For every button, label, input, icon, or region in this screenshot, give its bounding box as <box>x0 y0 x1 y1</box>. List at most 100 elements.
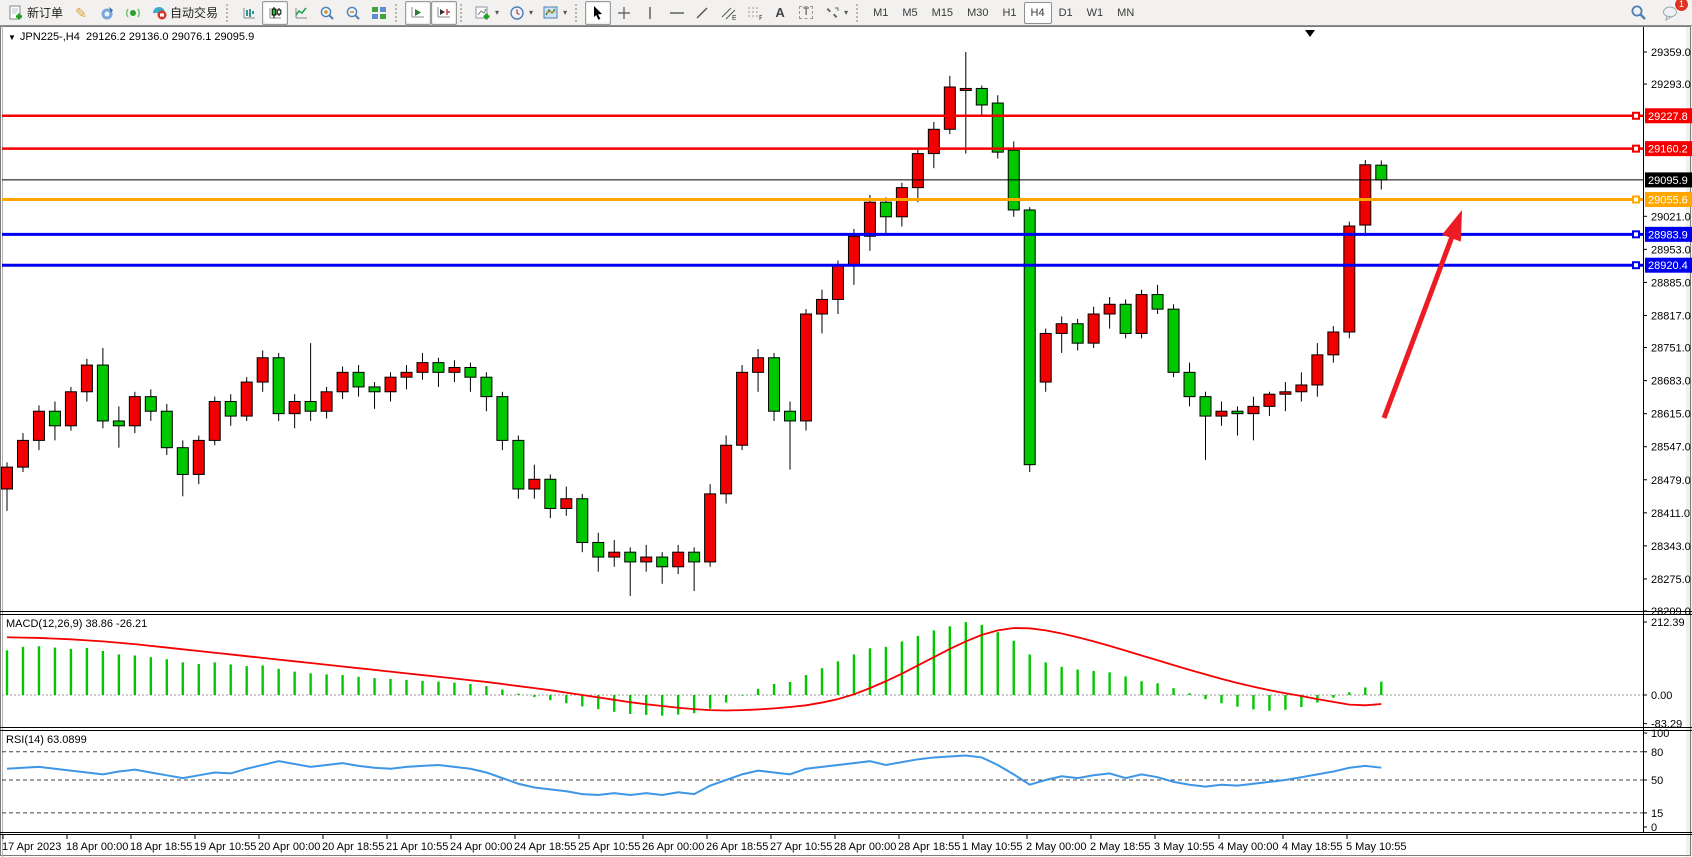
timeframe-m1-button[interactable]: M1 <box>873 6 889 19</box>
candle <box>847 235 860 266</box>
candle <box>1135 294 1148 334</box>
periods-button[interactable]: ▾ <box>504 1 538 25</box>
zoom-out-button[interactable] <box>340 1 366 25</box>
signals-button[interactable] <box>120 1 146 25</box>
autotrade-button[interactable]: 自动交易 <box>146 1 223 25</box>
candle <box>784 410 797 422</box>
candle <box>1343 225 1356 333</box>
candle <box>911 153 924 189</box>
candle <box>16 439 29 468</box>
candle <box>991 102 1004 153</box>
indicators-button[interactable]: ▾ <box>470 1 504 25</box>
zoom-in-button[interactable] <box>314 1 340 25</box>
candle <box>1215 410 1228 417</box>
svg-text:29021.0: 29021.0 <box>1651 211 1691 223</box>
dropdown-arrow-icon[interactable]: ▾ <box>563 8 568 17</box>
svg-text:2 May 18:55: 2 May 18:55 <box>1090 841 1151 853</box>
line-chart-button[interactable] <box>288 1 314 25</box>
trend-icon <box>694 5 710 21</box>
styles-button[interactable]: ✎ <box>68 1 94 25</box>
dropdown-arrow-icon[interactable]: ▾ <box>495 8 500 17</box>
text-tool[interactable]: A <box>767 1 793 25</box>
timeframe-d1-button[interactable]: D1 <box>1058 6 1073 19</box>
candle <box>800 313 812 422</box>
svg-text:21 Apr 10:55: 21 Apr 10:55 <box>386 841 448 853</box>
rsi-line <box>6 754 1382 797</box>
macd-indicator-label: MACD(12,26,9) 38.86 -26.21 <box>6 618 148 630</box>
chat-button[interactable]: 1 <box>1657 0 1689 25</box>
candle <box>831 264 844 300</box>
labelT-icon: T <box>798 5 814 21</box>
candle <box>400 371 413 378</box>
fibonacci-tool[interactable]: F <box>741 1 767 25</box>
cursor-tool[interactable] <box>585 0 612 25</box>
zoomin-icon <box>319 5 335 21</box>
candle <box>863 201 876 237</box>
candle <box>1167 308 1180 373</box>
candle <box>320 391 333 412</box>
timeframe-mn-button[interactable]: MN <box>1117 6 1135 19</box>
metaeditor-button[interactable] <box>94 1 120 25</box>
svg-text:17 Apr 2023: 17 Apr 2023 <box>2 841 61 853</box>
svg-text:28 Apr 00:00: 28 Apr 00:00 <box>834 841 896 853</box>
chart-symbol-period: JPN225-,H4 <box>19 31 80 43</box>
candle <box>160 410 173 449</box>
new-order-button[interactable]: 新订单 <box>3 1 68 25</box>
timeframe-group: M1 M5 M15 M30 H1 H4 D1 W1 MN <box>866 1 1141 24</box>
toolbar-insert-group: ▾ ▾ ▾ <box>470 1 572 25</box>
auto-scroll-button[interactable] <box>405 0 432 25</box>
candle <box>608 551 621 558</box>
candle <box>815 298 828 315</box>
arrows-tool[interactable]: ▾ <box>819 1 853 25</box>
timeframe-h1-button[interactable]: H1 <box>1002 6 1017 19</box>
price-chart-canvas[interactable]: 29359.0 29293.0 29021.0 28953.0 28885.0 28817… <box>0 26 1692 857</box>
candle <box>336 371 349 393</box>
svg-text:29227.8: 29227.8 <box>1648 111 1688 123</box>
fibo-icon: F <box>746 5 762 21</box>
timeframe-m5-button[interactable]: M5 <box>902 6 918 19</box>
candle <box>1 466 13 490</box>
trendline-tool[interactable] <box>689 1 715 25</box>
vertical-line-tool[interactable] <box>637 1 663 25</box>
toolbar-grip <box>226 3 233 22</box>
svg-text:4 May 00:00: 4 May 00:00 <box>1218 841 1279 853</box>
dropdown-arrow-icon[interactable]: ▾ <box>844 8 849 17</box>
bar-chart-button[interactable] <box>236 1 262 25</box>
candle <box>1359 164 1372 226</box>
candle <box>288 401 301 415</box>
svg-text:29160.2: 29160.2 <box>1648 144 1688 156</box>
template-icon <box>543 5 559 21</box>
candle <box>1103 303 1116 315</box>
cursor-icon <box>590 5 606 21</box>
svg-text:28 Apr 18:55: 28 Apr 18:55 <box>898 841 960 853</box>
svg-text:28751.0: 28751.0 <box>1651 343 1691 355</box>
autoscroll-icon <box>410 5 426 21</box>
chart-shift-button[interactable] <box>431 0 458 25</box>
horizontal-line-tool[interactable] <box>663 1 689 25</box>
candle <box>240 381 253 417</box>
toolbar-drawtools-group: E F A T ▾ <box>585 0 853 25</box>
channel-tool[interactable]: E <box>715 1 741 25</box>
timeframe-w1-button[interactable]: W1 <box>1086 6 1104 19</box>
chart-window[interactable]: 29359.0 29293.0 29021.0 28953.0 28885.0 28817… <box>0 26 1692 857</box>
timeframe-m15-button[interactable]: M15 <box>931 6 954 19</box>
candlestick-button[interactable] <box>262 0 289 25</box>
toolbar-charttype-group <box>236 0 314 25</box>
timeframe-m30-button[interactable]: M30 <box>967 6 989 19</box>
label-tool[interactable]: T <box>793 1 819 25</box>
one-click-arrow-icon[interactable]: ▼ <box>8 33 16 42</box>
candle <box>752 357 765 373</box>
svg-text:5 May 10:55: 5 May 10:55 <box>1346 841 1407 853</box>
svg-text:28209.0: 28209.0 <box>1651 606 1691 618</box>
svg-text:2 May 00:00: 2 May 00:00 <box>1026 841 1087 853</box>
templates-button[interactable]: ▾ <box>538 1 572 25</box>
search-button[interactable] <box>1625 1 1651 25</box>
tile-windows-button[interactable] <box>366 1 392 25</box>
candle <box>1071 323 1084 344</box>
timeframe-h4-button[interactable]: H4 <box>1023 1 1052 24</box>
crosshair-tool[interactable] <box>611 1 637 25</box>
svg-text:28920.4: 28920.4 <box>1648 260 1688 272</box>
svg-text:4 May 18:55: 4 May 18:55 <box>1282 841 1343 853</box>
dropdown-arrow-icon[interactable]: ▾ <box>529 8 534 17</box>
